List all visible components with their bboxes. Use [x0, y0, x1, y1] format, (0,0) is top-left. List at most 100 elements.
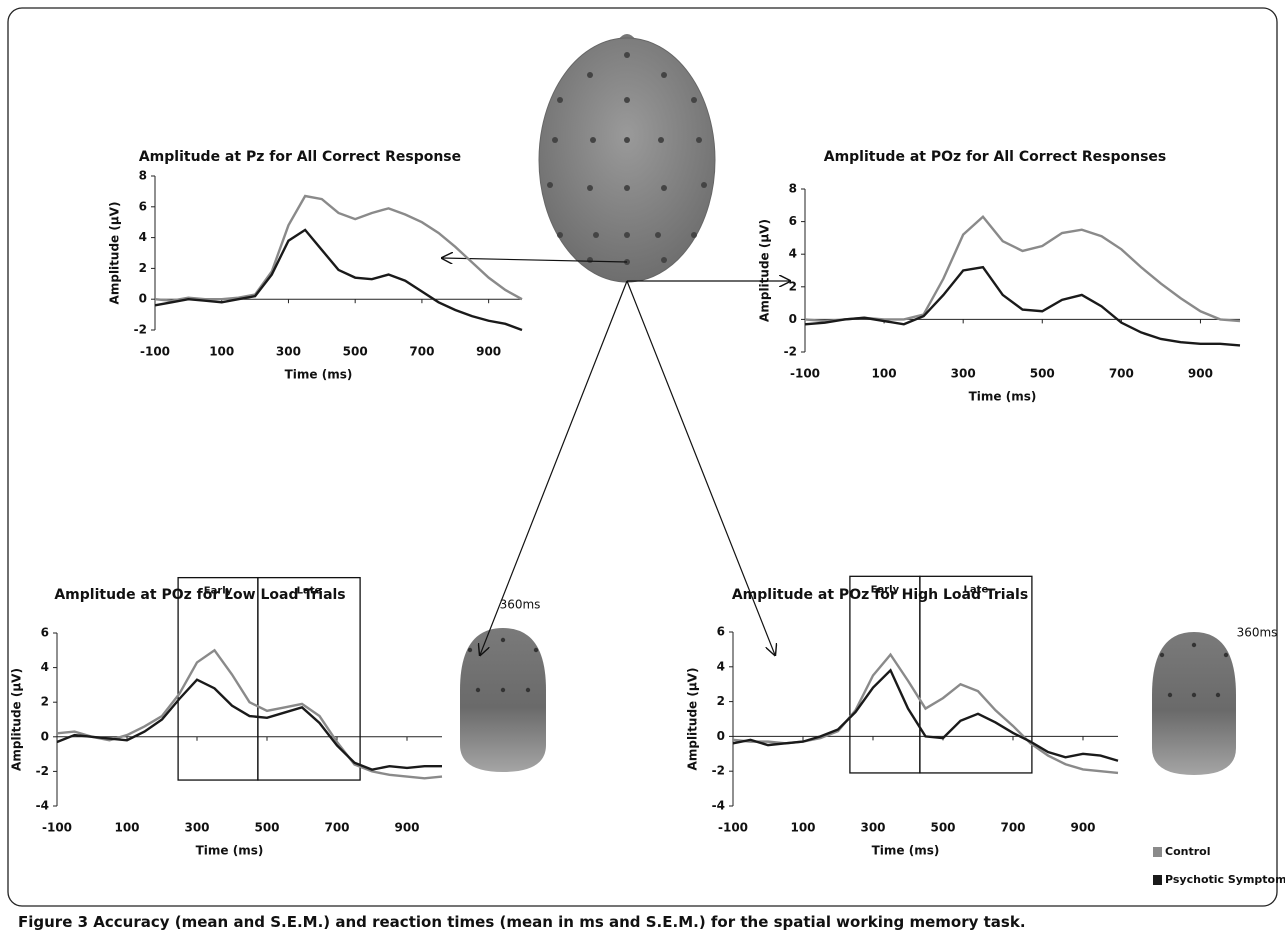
legend-label: Control: [1165, 845, 1210, 858]
x-tick-label: 900: [476, 345, 501, 359]
electrode: [1223, 652, 1229, 658]
electrode: [658, 137, 664, 143]
y-tick-label: 2: [789, 279, 797, 293]
series-line: [154, 194, 523, 302]
electrode: [1191, 692, 1197, 698]
topomap-head: [460, 628, 546, 772]
y-tick-label: 4: [717, 659, 725, 673]
y-tick-label: 6: [789, 214, 797, 228]
x-tick-label: 500: [254, 821, 279, 835]
chart-title: Amplitude at Pz for All Correct Response: [139, 149, 461, 165]
electrode: [557, 97, 563, 103]
electrode: [696, 137, 702, 143]
window-label: Late: [964, 584, 989, 595]
x-tick-label: 100: [790, 821, 815, 835]
x-tick-label: 700: [1109, 367, 1134, 381]
window-label: Early: [204, 586, 233, 597]
electrode: [557, 232, 563, 238]
x-tick-label: 500: [343, 345, 368, 359]
x-axis-label: Time (ms): [872, 844, 940, 858]
x-axis-label: Time (ms): [969, 390, 1037, 404]
x-tick-label: 900: [1188, 367, 1213, 381]
x-axis-label: Time (ms): [285, 368, 353, 382]
caption-label: Figure 3: [18, 913, 88, 931]
x-tick-label: 100: [114, 821, 139, 835]
y-tick-label: 0: [139, 292, 147, 306]
electrode: [624, 97, 630, 103]
y-tick-label: 4: [789, 247, 797, 261]
y-tick-label: -2: [784, 345, 797, 359]
electrode: [587, 72, 593, 78]
x-axis-label: Time (ms): [196, 844, 264, 858]
series-line: [154, 228, 523, 332]
x-tick-label: 700: [324, 821, 349, 835]
series-line: [732, 668, 1119, 762]
electrode: [593, 232, 599, 238]
legend-label: Psychotic Symptoms: [1165, 873, 1285, 886]
chart-title: Amplitude at POz for High Load Trials: [732, 587, 1028, 603]
x-tick-label: 100: [209, 345, 234, 359]
figure-frame: [7, 7, 1278, 907]
chart-title: Amplitude at POz for All Correct Respons…: [824, 149, 1167, 165]
y-axis-label: Amplitude (µV): [686, 668, 700, 771]
caption: Figure 3 Accuracy (mean and S.E.M.) and …: [18, 913, 1026, 931]
electrode: [1191, 642, 1197, 648]
y-axis-label: Amplitude (µV): [10, 668, 24, 771]
x-tick-label: -100: [718, 821, 748, 835]
x-tick-label: -100: [790, 367, 820, 381]
electrode: [587, 257, 593, 263]
arrows: [442, 258, 790, 655]
x-tick-label: 300: [276, 345, 301, 359]
x-tick-label: 700: [1000, 821, 1025, 835]
y-tick-label: -2: [134, 323, 147, 337]
y-tick-label: 8: [789, 182, 797, 196]
electrode: [661, 257, 667, 263]
x-tick-label: 900: [1070, 821, 1095, 835]
legend-swatch: [1153, 847, 1162, 857]
series-line: [56, 648, 443, 780]
y-tick-label: 6: [41, 626, 49, 640]
electrode: [587, 185, 593, 191]
legend-swatch: [1153, 875, 1162, 885]
y-tick-label: -2: [712, 764, 725, 778]
annotation: 360ms: [500, 598, 541, 612]
electrode: [590, 137, 596, 143]
window-label: Early: [871, 584, 900, 595]
electrode: [655, 232, 661, 238]
y-tick-label: 0: [717, 729, 725, 743]
electrode: [661, 185, 667, 191]
electrode: [1159, 652, 1165, 658]
y-tick-label: 6: [717, 625, 725, 639]
y-tick-label: 0: [789, 312, 797, 326]
series-line: [804, 265, 1241, 347]
electrode: [475, 687, 481, 693]
y-tick-label: -4: [712, 799, 725, 813]
topomap-head: [1152, 632, 1236, 775]
electrode: [500, 637, 506, 643]
electrode: [1215, 692, 1221, 698]
window-label: Late: [297, 586, 322, 597]
electrode: [624, 232, 630, 238]
y-tick-label: -2: [36, 764, 49, 778]
y-tick-label: 8: [139, 169, 147, 183]
x-tick-label: -100: [140, 345, 170, 359]
x-tick-label: 300: [951, 367, 976, 381]
electrode: [525, 687, 531, 693]
electrode: [691, 232, 697, 238]
electrode: [547, 182, 553, 188]
electrode: [624, 137, 630, 143]
x-tick-label: 900: [394, 821, 419, 835]
annotation: 360ms: [1237, 626, 1278, 640]
chart-title: Amplitude at POz for Low Load Trials: [54, 587, 345, 603]
electrode: [624, 185, 630, 191]
y-tick-label: 4: [41, 660, 49, 674]
electrode: [467, 647, 473, 653]
electrode: [500, 687, 506, 693]
x-tick-label: 500: [930, 821, 955, 835]
x-tick-label: 700: [409, 345, 434, 359]
y-tick-label: 0: [41, 729, 49, 743]
x-tick-label: 500: [1030, 367, 1055, 381]
electrode: [701, 182, 707, 188]
head-illustration: [538, 34, 716, 283]
